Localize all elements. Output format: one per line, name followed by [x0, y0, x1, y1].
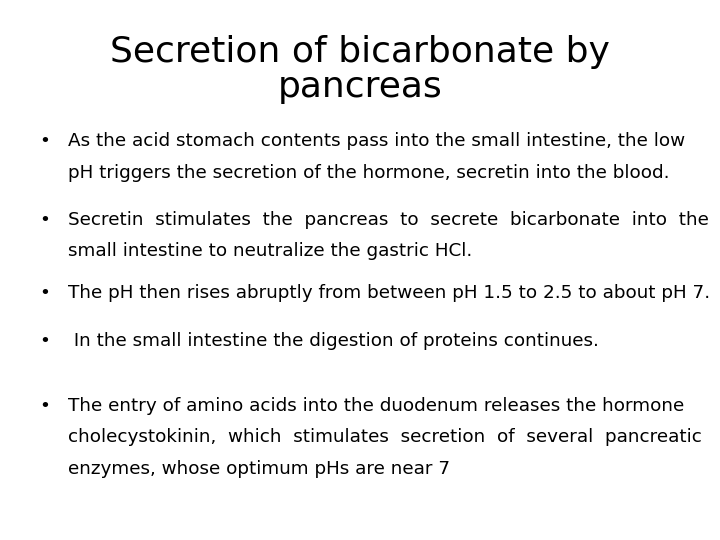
- Text: •: •: [40, 211, 50, 228]
- Text: •: •: [40, 332, 50, 350]
- Text: •: •: [40, 132, 50, 150]
- Text: As the acid stomach contents pass into the small intestine, the low: As the acid stomach contents pass into t…: [68, 132, 685, 150]
- Text: •: •: [40, 284, 50, 301]
- Text: Secretin  stimulates  the  pancreas  to  secrete  bicarbonate  into  the: Secretin stimulates the pancreas to secr…: [68, 211, 709, 228]
- Text: pancreas: pancreas: [278, 70, 442, 104]
- Text: cholecystokinin,  which  stimulates  secretion  of  several  pancreatic: cholecystokinin, which stimulates secret…: [68, 428, 702, 446]
- Text: Secretion of bicarbonate by: Secretion of bicarbonate by: [110, 35, 610, 69]
- Text: enzymes, whose optimum pHs are near 7: enzymes, whose optimum pHs are near 7: [68, 460, 451, 477]
- Text: The entry of amino acids into the duodenum releases the hormone: The entry of amino acids into the duoden…: [68, 397, 685, 415]
- Text: In the small intestine the digestion of proteins continues.: In the small intestine the digestion of …: [68, 332, 599, 350]
- Text: The pH then rises abruptly from between pH 1.5 to 2.5 to about pH 7.: The pH then rises abruptly from between …: [68, 284, 711, 301]
- Text: •: •: [40, 397, 50, 415]
- Text: small intestine to neutralize the gastric HCl.: small intestine to neutralize the gastri…: [68, 242, 472, 260]
- Text: pH triggers the secretion of the hormone, secretin into the blood.: pH triggers the secretion of the hormone…: [68, 164, 670, 181]
